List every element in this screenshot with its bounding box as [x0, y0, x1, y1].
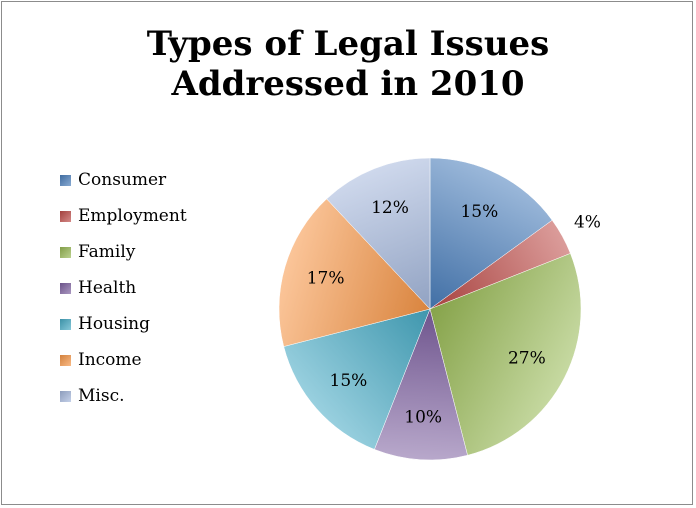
- pie-slice-health: [374, 308, 468, 461]
- pie-slice-family: [429, 253, 582, 456]
- legend-swatch-misc: [60, 390, 71, 402]
- legend-label-employment: Employment: [78, 206, 187, 226]
- pie-label-income: 17%: [307, 269, 345, 289]
- chart-title-line-1: Types of Legal Issues: [146, 24, 550, 64]
- pie-slices: [278, 157, 582, 461]
- legend-item-consumer: Consumer: [60, 162, 187, 198]
- legend-item-employment: Employment: [60, 198, 187, 234]
- legend-swatch-employment: [60, 210, 71, 222]
- legend-item-housing: Housing: [60, 306, 187, 342]
- pie-label-consumer: 15%: [460, 202, 498, 222]
- chart-title: Types of Legal Issues Addressed in 2010: [0, 24, 696, 104]
- legend-item-misc: Misc.: [60, 378, 187, 414]
- legend-swatch-housing: [60, 318, 71, 330]
- legend-label-income: Income: [78, 350, 142, 370]
- legend-item-income: Income: [60, 342, 187, 378]
- legend-swatch-consumer: [60, 174, 71, 186]
- legend-item-health: Health: [60, 270, 187, 306]
- pie-label-misc: 12%: [371, 198, 409, 218]
- chart-title-line-2: Addressed in 2010: [171, 64, 525, 104]
- pie-label-health: 10%: [404, 408, 442, 428]
- pie-label-employment: 4%: [574, 212, 601, 232]
- pie-slice-consumer: [429, 157, 553, 310]
- legend-swatch-income: [60, 354, 71, 366]
- legend-label-health: Health: [78, 278, 137, 298]
- legend-item-family: Family: [60, 234, 187, 270]
- legend-label-family: Family: [78, 242, 136, 262]
- pie-label-family: 27%: [508, 348, 546, 368]
- pie-labels: 15% 4% 27% 10% 15% 17% 12%: [307, 198, 601, 428]
- legend: Consumer Employment Family Health Housin…: [60, 162, 187, 414]
- pie-slice-housing: [283, 308, 431, 450]
- legend-label-housing: Housing: [78, 314, 151, 334]
- legend-swatch-health: [60, 282, 71, 294]
- legend-swatch-family: [60, 246, 71, 258]
- legend-label-consumer: Consumer: [78, 170, 167, 190]
- pie-slice-misc: [326, 157, 431, 310]
- pie-label-housing: 15%: [330, 371, 368, 391]
- pie-slice-income: [278, 198, 431, 347]
- legend-label-misc: Misc.: [78, 386, 125, 406]
